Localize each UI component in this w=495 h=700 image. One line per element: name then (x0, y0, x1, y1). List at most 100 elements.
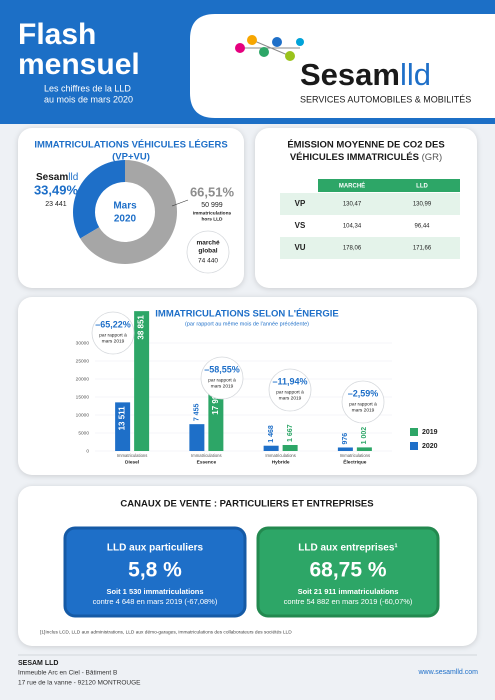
subtitle: Les chiffres de la LLD (44, 83, 131, 93)
row-header: VP (295, 199, 306, 208)
logo-name: Sesam (300, 57, 400, 92)
change-note: par rapport à (349, 401, 377, 407)
value-label: 7 455 (194, 404, 201, 422)
bar (356, 447, 372, 451)
channel-comparison: contre 4 648 en mars 2019 (-67,08%) (93, 597, 218, 606)
change-note: mars 2019 (211, 383, 234, 389)
table-cell: 96,44 (414, 224, 430, 230)
section-title: ÉMISSION MOYENNE DE CO2 DES (287, 140, 444, 151)
channel-detail: Soit 21 911 immatriculations (298, 587, 399, 596)
table-cell: 104,34 (343, 224, 362, 230)
change-label: –58,55% (204, 364, 240, 374)
bar (337, 447, 353, 451)
y-tick-label: 5000 (78, 430, 89, 436)
logo-dots (235, 35, 304, 61)
annotation: hors LLD (201, 216, 223, 222)
channel-detail: Soit 1 530 immatriculations (106, 587, 203, 596)
value-label: 1 468 (268, 425, 275, 443)
change-bubble (200, 356, 244, 400)
table-header-bg (318, 179, 460, 192)
chart-subtitle: (par rapport au même mois de l'année pré… (185, 321, 309, 327)
y-tick-label: 25000 (76, 358, 90, 364)
bar-chart: IMMATRICULATIONS SELON L'ÉNERGIE(par rap… (76, 309, 438, 466)
logo-suffix: lld (400, 57, 431, 92)
value-label: 17 985 (211, 390, 220, 415)
section-title: VÉHICULES IMMATRICULÉS (GR) (290, 152, 442, 163)
section-subtitle: (VP+VU) (112, 152, 150, 163)
change-bubble (268, 368, 312, 412)
y-tick-label: 15000 (76, 394, 90, 400)
footer-address: 17 rue de la vanne - 92120 MONTROUGE (18, 680, 141, 687)
channel-comparison: contre 54 882 en mars 2019 (-60,07%) (284, 597, 413, 606)
channel-card (63, 526, 247, 618)
legend-label: 2019 (422, 429, 438, 436)
channel-share: 5,8 % (128, 559, 182, 582)
footnote: [1]Inclus LCD, LLD aux administrations, … (40, 629, 292, 635)
x-tick-label: Diesel (125, 459, 139, 465)
bar (282, 444, 298, 451)
change-note: mars 2019 (352, 407, 375, 413)
table-row-bg (280, 215, 460, 237)
bar (208, 386, 224, 451)
change-note: par rapport à (208, 377, 236, 383)
mini-logo: Sesam (36, 172, 68, 183)
subtitle: au mois de mars 2020 (44, 94, 133, 104)
legend-swatch (410, 428, 418, 436)
legend-label: 2020 (422, 443, 438, 450)
total-bubble (186, 230, 230, 274)
column-header: LLD (416, 184, 428, 190)
y-tick-label: 0 (86, 448, 89, 454)
legend-swatch (410, 442, 418, 450)
change-bubble (91, 311, 135, 355)
change-note: mars 2019 (279, 395, 302, 401)
channel-card (256, 526, 440, 618)
value-label: 1 002 (361, 427, 368, 445)
x-tick-label: Immatriculations (265, 453, 295, 458)
change-label: –65,22% (95, 319, 131, 329)
table-row-bg (280, 193, 460, 215)
bar (263, 445, 279, 451)
section-title: VÉHICULES IMMATRICULÉS (290, 152, 419, 163)
x-tick-label: Hybride (272, 459, 290, 465)
channel-title: LLD aux particuliers (107, 543, 204, 554)
footer-address: Immeuble Arc en Ciel - Bâtiment B (18, 670, 117, 677)
y-tick-label: 20000 (76, 376, 90, 382)
y-tick-label: 10000 (76, 412, 90, 418)
table-row-bg (280, 237, 460, 259)
change-label: –11,94% (272, 376, 307, 386)
x-tick-label: Électrique (343, 457, 367, 465)
value-label: 38 851 (137, 315, 146, 340)
table-cell: 178,06 (343, 246, 362, 252)
change-note: mars 2019 (102, 338, 125, 344)
change-note: par rapport à (276, 389, 304, 395)
value-label: 13 511 (118, 406, 127, 431)
total-label: marché (196, 240, 220, 247)
footer-website[interactable]: www.sesamlld.com (417, 669, 478, 676)
unit: (GR) (422, 152, 443, 163)
bar (134, 311, 150, 451)
table-cell: 171,66 (413, 246, 432, 252)
count-label: 50 999 (201, 202, 223, 209)
x-tick-label: Immatriculations (340, 453, 370, 458)
section-title: IMMATRICULATIONS VÉHICULES LÉGERS (34, 140, 227, 151)
logo-panel (190, 14, 495, 118)
y-tick-label: 30000 (76, 340, 90, 346)
emission-table: MARCHÉ LLD VP 130,47 130,99 VS 104,34 96,44 VU 17… (280, 179, 460, 259)
title: mensuel (18, 48, 140, 81)
change-label: –2,59% (348, 388, 379, 398)
bar (189, 424, 205, 451)
channel-share: 68,75 % (309, 559, 386, 582)
logo-name: Sesamlld (300, 57, 431, 92)
x-tick-label: Immatriculations (191, 453, 221, 458)
count-label: 23 441 (45, 201, 67, 208)
total-label: global (198, 248, 217, 255)
x-tick-label: Immatriculations (117, 453, 147, 458)
value-label: 66,51% (190, 184, 235, 199)
section-title: CANAUX DE VENTE : PARTICULIERS ET ENTREP… (120, 499, 373, 510)
logo-tagline: SERVICES AUTOMOBILES & MOBILITÉS (300, 94, 471, 104)
x-tick-label: Essence (197, 459, 217, 465)
chart-title: IMMATRICULATIONS SELON L'ÉNERGIE (155, 309, 338, 320)
total-value: 74 440 (198, 258, 218, 265)
